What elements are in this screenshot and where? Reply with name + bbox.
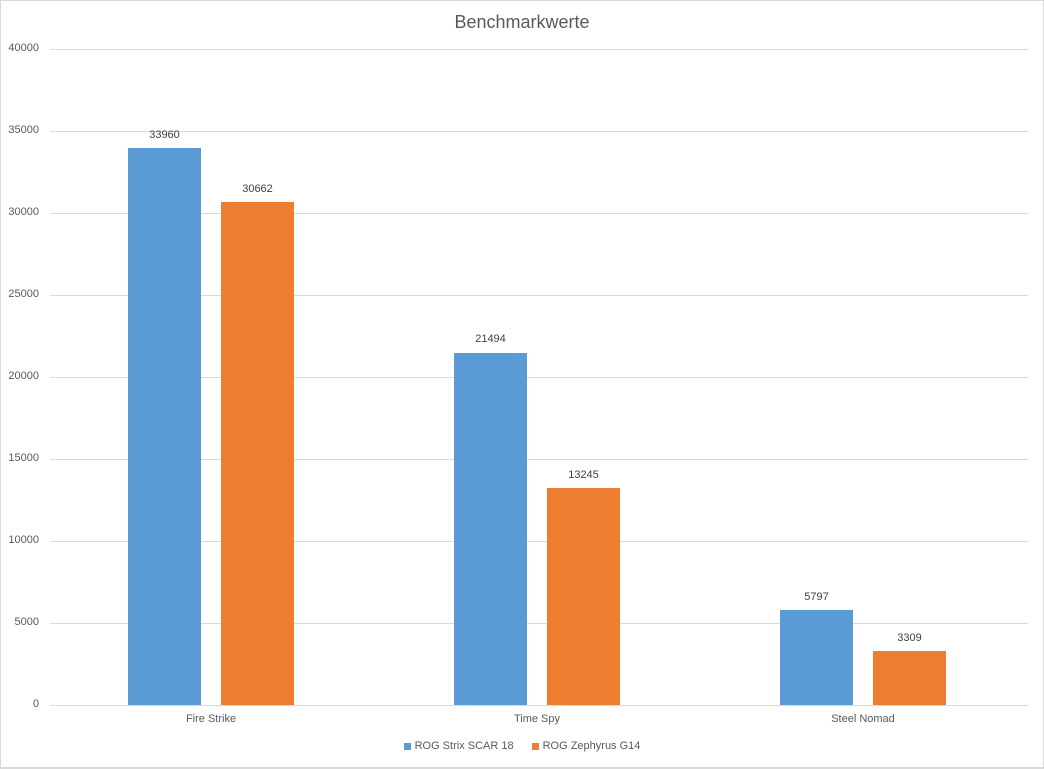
- legend: ROG Strix SCAR 18 ROG Zephyrus G14: [0, 740, 1044, 752]
- bar-fire-strike-series-2: [221, 202, 294, 705]
- data-label: 5797: [804, 590, 829, 603]
- legend-swatch-icon: [531, 742, 539, 750]
- y-tick-label: 0: [32, 698, 39, 710]
- legend-label: ROG Strix SCAR 18: [414, 740, 514, 752]
- y-tick-label: 20000: [8, 370, 39, 382]
- legend-label: ROG Zephyrus G14: [542, 740, 641, 752]
- legend-item: ROG Strix SCAR 18: [403, 740, 514, 752]
- y-tick-label: 30000: [8, 206, 39, 218]
- bar-fire-strike-series-1: [128, 148, 201, 705]
- data-label: 30662: [242, 183, 273, 196]
- bar-steel-nomad-series-1: [780, 609, 853, 705]
- gridline: [50, 541, 1028, 542]
- y-tick-label: 40000: [8, 42, 39, 54]
- gridline: [50, 131, 1028, 132]
- data-label: 13245: [568, 468, 599, 481]
- y-tick-label: 25000: [8, 288, 39, 300]
- data-label: 33960: [149, 129, 180, 142]
- gridline: [50, 49, 1028, 50]
- gridline: [50, 705, 1028, 706]
- x-tick-label: Time Spy: [513, 713, 561, 725]
- y-tick-label: 10000: [8, 534, 39, 546]
- plot-area: 0 5000 10000 15000 20000 25000 30000 35000 40000…: [8, 42, 1028, 725]
- x-tick-label: Fire Strike: [185, 713, 237, 725]
- y-tick-label: 5000: [14, 616, 39, 628]
- gridline: [50, 213, 1028, 214]
- gridline: [50, 377, 1028, 378]
- legend-swatch-icon: [403, 742, 411, 750]
- data-label: 21494: [475, 333, 506, 346]
- data-label: 3309: [897, 631, 922, 644]
- gridline: [50, 295, 1028, 296]
- y-tick-label: 35000: [8, 124, 39, 136]
- bar-time-spy-series-2: [547, 487, 620, 705]
- y-tick-label: 15000: [8, 452, 39, 464]
- chart-title: Benchmarkwerte: [454, 12, 590, 32]
- legend-item: ROG Zephyrus G14: [531, 740, 641, 752]
- x-tick-label: Steel Nomad: [831, 713, 895, 725]
- bar-steel-nomad-series-2: [873, 650, 946, 705]
- bar-time-spy-series-1: [454, 352, 527, 705]
- gridline: [50, 623, 1028, 624]
- gridline: [50, 459, 1028, 460]
